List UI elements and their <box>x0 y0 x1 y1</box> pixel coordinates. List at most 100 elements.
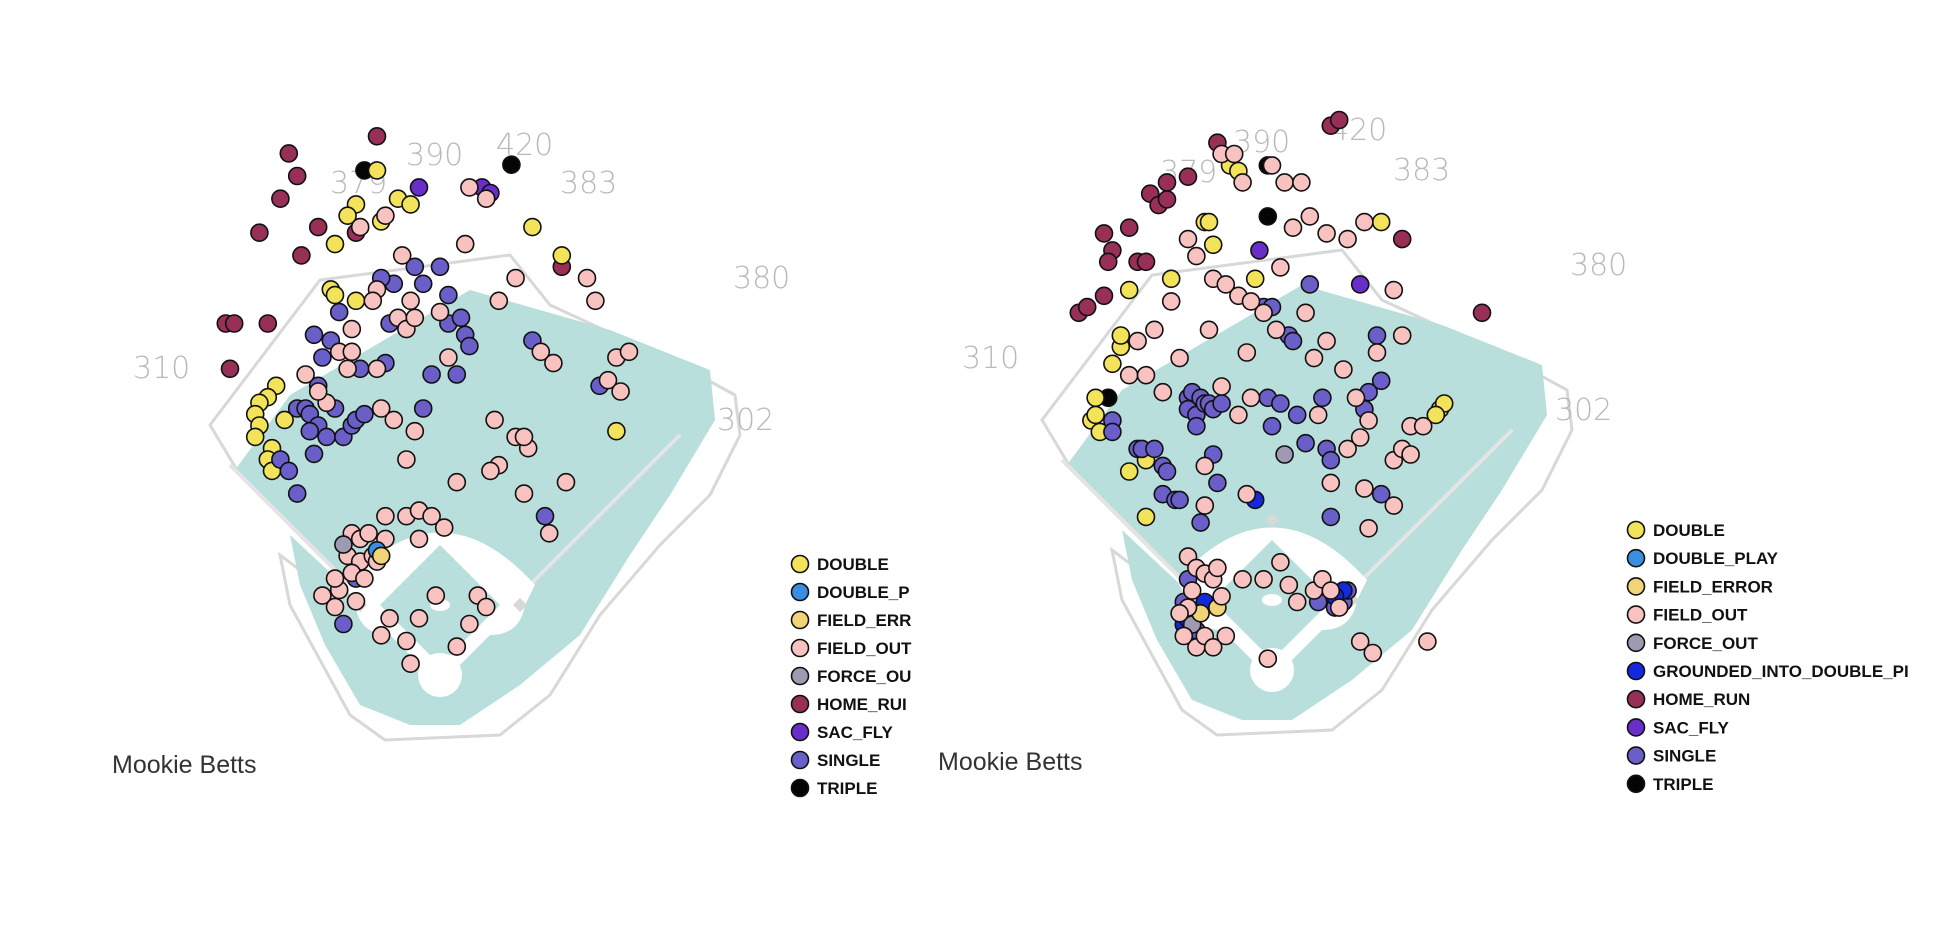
point-home-run <box>1136 252 1156 272</box>
point-field-out <box>1199 320 1219 340</box>
point-field-out <box>489 291 509 311</box>
point-single <box>304 444 324 464</box>
point-single <box>1321 507 1341 527</box>
distance-label: 302 <box>1555 393 1612 428</box>
point-single <box>460 336 479 356</box>
point-double <box>523 217 542 237</box>
point-field-out <box>556 472 576 492</box>
point-field-out <box>476 597 496 617</box>
point-double <box>1086 405 1105 425</box>
legend-label: SINGLE <box>1653 747 1716 766</box>
point-field-out <box>1128 331 1147 351</box>
point-field-out <box>384 410 404 430</box>
distance-label: 383 <box>560 166 617 201</box>
point-field-out <box>1216 626 1236 646</box>
point-field-out <box>1350 428 1370 447</box>
point-field-out <box>1279 575 1299 595</box>
point-field-out <box>1145 320 1164 340</box>
point-field-out <box>1271 552 1290 572</box>
point-field-out <box>405 421 425 441</box>
point-single <box>355 404 374 424</box>
point-field-out <box>1216 275 1236 294</box>
point-field-out <box>1317 331 1336 351</box>
point-field-out <box>1161 292 1181 311</box>
distance-label: 383 <box>1393 153 1450 188</box>
point-double <box>1199 212 1219 232</box>
point-single <box>413 274 433 294</box>
point-single <box>1313 388 1332 408</box>
legend-label: SAC_FLY <box>817 723 894 742</box>
point-field-out <box>1355 479 1374 498</box>
point-field-out <box>434 518 454 537</box>
point-field-out <box>1208 558 1227 578</box>
point-field-out <box>1317 224 1336 243</box>
point-home-run <box>1094 286 1114 306</box>
point-double <box>1086 388 1105 408</box>
point-field-out <box>531 342 551 362</box>
point-field-out <box>1136 365 1156 385</box>
point-home-run <box>1329 110 1349 130</box>
legend-label: FORCE_OU <box>817 667 911 686</box>
point-field-out <box>422 506 441 526</box>
point-field-out <box>460 614 479 634</box>
point-single <box>447 365 467 384</box>
point-field-out <box>367 359 387 379</box>
point-single <box>1300 275 1320 294</box>
point-double <box>1119 462 1139 481</box>
point-single <box>317 427 336 447</box>
legend-marker <box>1626 718 1646 737</box>
legend-1: DOUBLE DOUBLE_P FIELD_ERR FIELD_OUT FORCE_OU… <box>790 554 912 798</box>
distance-label: 380 <box>1570 248 1627 283</box>
point-field-out <box>1119 365 1139 385</box>
point-field-out <box>376 506 395 526</box>
point-single <box>300 421 320 441</box>
point-field-out <box>313 586 332 605</box>
point-single <box>1103 422 1122 442</box>
legend-label: SAC_FLY <box>1653 718 1730 737</box>
point-home-run <box>1178 167 1198 186</box>
point-triple <box>1258 207 1278 226</box>
point-field-out <box>350 217 370 237</box>
distance-label: 420 <box>496 128 553 163</box>
spray-chart-2: 310 379 390 420 383 380 302 Mookie Betts… <box>938 110 1909 794</box>
legend-marker <box>1626 548 1646 568</box>
point-field-out <box>409 529 429 549</box>
spray-chart-1: 310 379 390 420 383 380 302 Mookie Betts… <box>112 127 912 798</box>
point-field-out <box>1346 388 1366 408</box>
field-2 <box>1040 248 1574 737</box>
legend-label: HOME_RUN <box>1653 690 1750 709</box>
point-field-out <box>1287 592 1307 612</box>
point-field-out <box>1401 445 1420 464</box>
point-double <box>325 285 345 305</box>
legend-2: DOUBLE DOUBLE_PLAY FIELD_ERROR FIELD_OUT FOR… <box>1626 520 1909 794</box>
point-field-out <box>1187 246 1206 266</box>
point-single <box>313 348 332 367</box>
legend-label: TRIPLE <box>817 779 877 798</box>
point-field-out <box>1233 569 1252 589</box>
point-field-out <box>342 342 362 362</box>
legend-marker <box>1626 774 1646 794</box>
legend-marker <box>790 638 810 658</box>
legend-marker <box>790 750 810 770</box>
point-field-out <box>1275 173 1294 192</box>
point-home-run <box>250 223 269 242</box>
point-sac-fly <box>1250 241 1269 260</box>
legend-marker <box>1626 577 1646 596</box>
point-home-run <box>367 127 387 146</box>
point-single <box>1170 490 1189 510</box>
point-field-out <box>619 342 639 362</box>
point-double <box>1426 405 1446 425</box>
point-field-out <box>1178 229 1198 249</box>
point-home-run <box>287 166 307 186</box>
legend-label: FIELD_OUT <box>1653 606 1748 625</box>
point-single <box>1191 513 1210 532</box>
point-home-run <box>220 359 240 379</box>
point-single <box>1287 405 1307 425</box>
point-single <box>413 399 433 418</box>
point-home-run <box>1098 252 1118 272</box>
point-double <box>552 246 572 265</box>
point-field-out <box>577 268 597 288</box>
point-single <box>304 325 324 345</box>
point-field-out <box>371 625 391 645</box>
distance-labels-2: 310 379 390 420 383 380 302 <box>962 113 1627 428</box>
